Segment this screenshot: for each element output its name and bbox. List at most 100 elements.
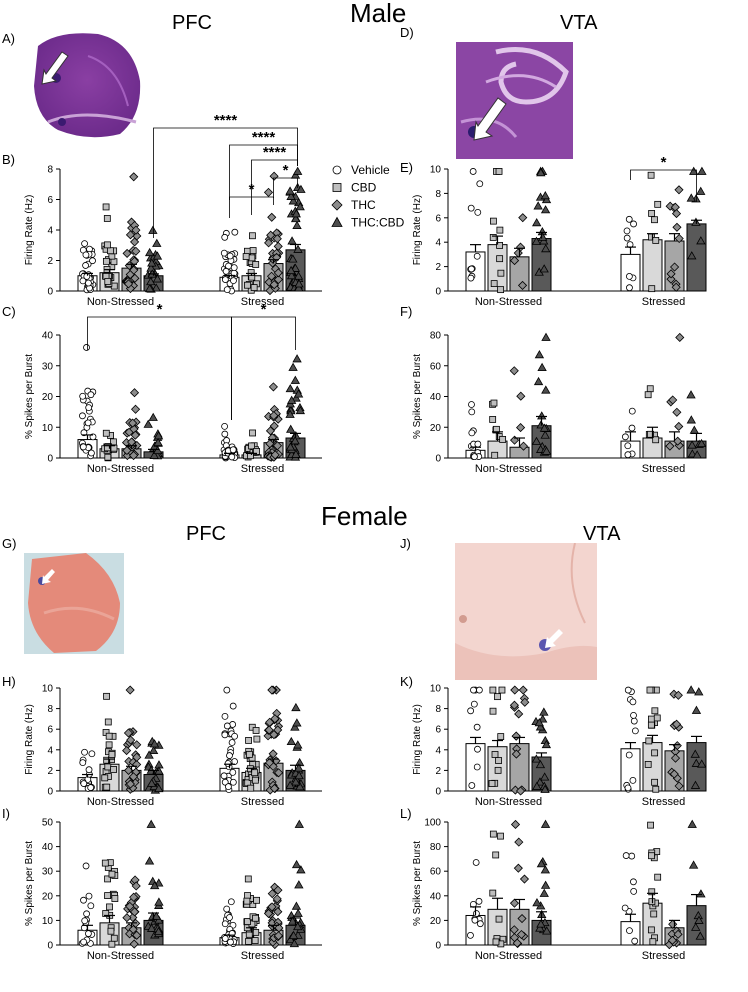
data-point	[293, 282, 304, 291]
data-point	[697, 759, 707, 768]
data-point	[154, 760, 164, 769]
legend-label: THC:CBD	[351, 216, 405, 230]
data-point	[540, 865, 551, 874]
bar-cbd-stressed	[241, 275, 262, 292]
data-point	[273, 229, 283, 239]
bar-cbd-stressed	[642, 437, 663, 459]
data-point	[82, 862, 90, 870]
data-point	[88, 250, 96, 258]
data-point	[535, 192, 546, 201]
data-point	[154, 878, 164, 887]
data-point	[246, 925, 253, 933]
data-point	[293, 271, 304, 280]
data-point	[268, 934, 278, 944]
data-point	[509, 925, 519, 935]
data-point	[80, 896, 87, 904]
data-point	[102, 768, 110, 775]
data-point	[273, 721, 284, 731]
y-axis-label: Firing Rate (Hz)	[412, 704, 423, 775]
data-point	[81, 240, 88, 247]
data-point	[285, 282, 295, 291]
data-point	[469, 427, 477, 435]
data-point	[153, 924, 163, 933]
data-point	[541, 332, 551, 341]
data-point	[491, 751, 499, 758]
data-point	[86, 284, 93, 292]
data-point	[150, 785, 161, 794]
data-point	[269, 404, 280, 415]
data-point	[104, 718, 112, 726]
data-point	[222, 253, 230, 261]
data-point	[79, 759, 87, 767]
arrow-icon	[473, 97, 507, 141]
data-point	[221, 778, 229, 786]
data-point	[252, 914, 259, 922]
data-point	[537, 166, 548, 175]
data-point	[539, 707, 549, 716]
data-point	[518, 685, 528, 695]
data-point	[631, 727, 639, 735]
data-point	[104, 446, 112, 453]
data-point	[514, 709, 524, 719]
data-point	[542, 926, 552, 935]
bar-vehicle-non-stressed	[77, 275, 98, 292]
data-point	[247, 784, 255, 792]
data-point	[273, 725, 283, 735]
y-axis-label: % Spikes per Burst	[24, 841, 35, 926]
data-point	[674, 421, 684, 432]
data-point	[489, 889, 497, 897]
data-point	[252, 913, 259, 921]
data-point	[667, 929, 677, 939]
data-point	[247, 923, 254, 931]
data-point	[246, 936, 254, 944]
male-pfc-title: PFC	[172, 12, 212, 34]
data-point	[246, 765, 254, 773]
data-point	[104, 443, 112, 451]
data-point	[671, 209, 682, 219]
data-point	[696, 236, 706, 245]
data-point	[623, 781, 631, 789]
data-point	[87, 784, 95, 791]
data-point	[150, 441, 160, 450]
data-point	[224, 911, 232, 919]
male-title: Male	[350, 0, 407, 28]
data-point	[124, 427, 134, 437]
data-point	[130, 893, 140, 904]
data-point	[468, 272, 476, 280]
data-point	[131, 767, 141, 777]
data-point	[474, 745, 481, 753]
data-point	[124, 274, 134, 284]
data-point	[253, 735, 261, 743]
data-point	[515, 786, 526, 796]
bar-cbd-non-stressed	[487, 440, 508, 459]
data-point	[652, 436, 660, 444]
bar-thc-non-stressed	[509, 743, 530, 792]
data-point	[647, 686, 655, 694]
data-point	[103, 756, 111, 764]
data-point	[537, 411, 547, 420]
data-point	[222, 261, 230, 268]
data-point	[154, 897, 164, 906]
data-point	[223, 778, 231, 786]
data-point	[537, 226, 548, 236]
data-point	[467, 274, 475, 282]
data-point	[539, 423, 550, 432]
data-point	[102, 429, 110, 437]
data-point	[129, 388, 140, 398]
data-point	[245, 930, 253, 938]
data-point	[125, 779, 136, 789]
data-point	[265, 909, 276, 919]
data-point	[286, 265, 296, 275]
data-point	[539, 888, 549, 897]
data-point	[151, 256, 161, 266]
data-point	[265, 785, 275, 795]
bar-cbd-non-stressed	[487, 908, 508, 946]
data-point	[272, 921, 282, 931]
data-point	[125, 784, 135, 794]
data-point	[512, 744, 522, 754]
data-point	[666, 274, 676, 284]
data-point	[532, 218, 542, 227]
data-point	[267, 444, 277, 454]
data-point	[531, 754, 542, 763]
data-point	[152, 274, 163, 283]
